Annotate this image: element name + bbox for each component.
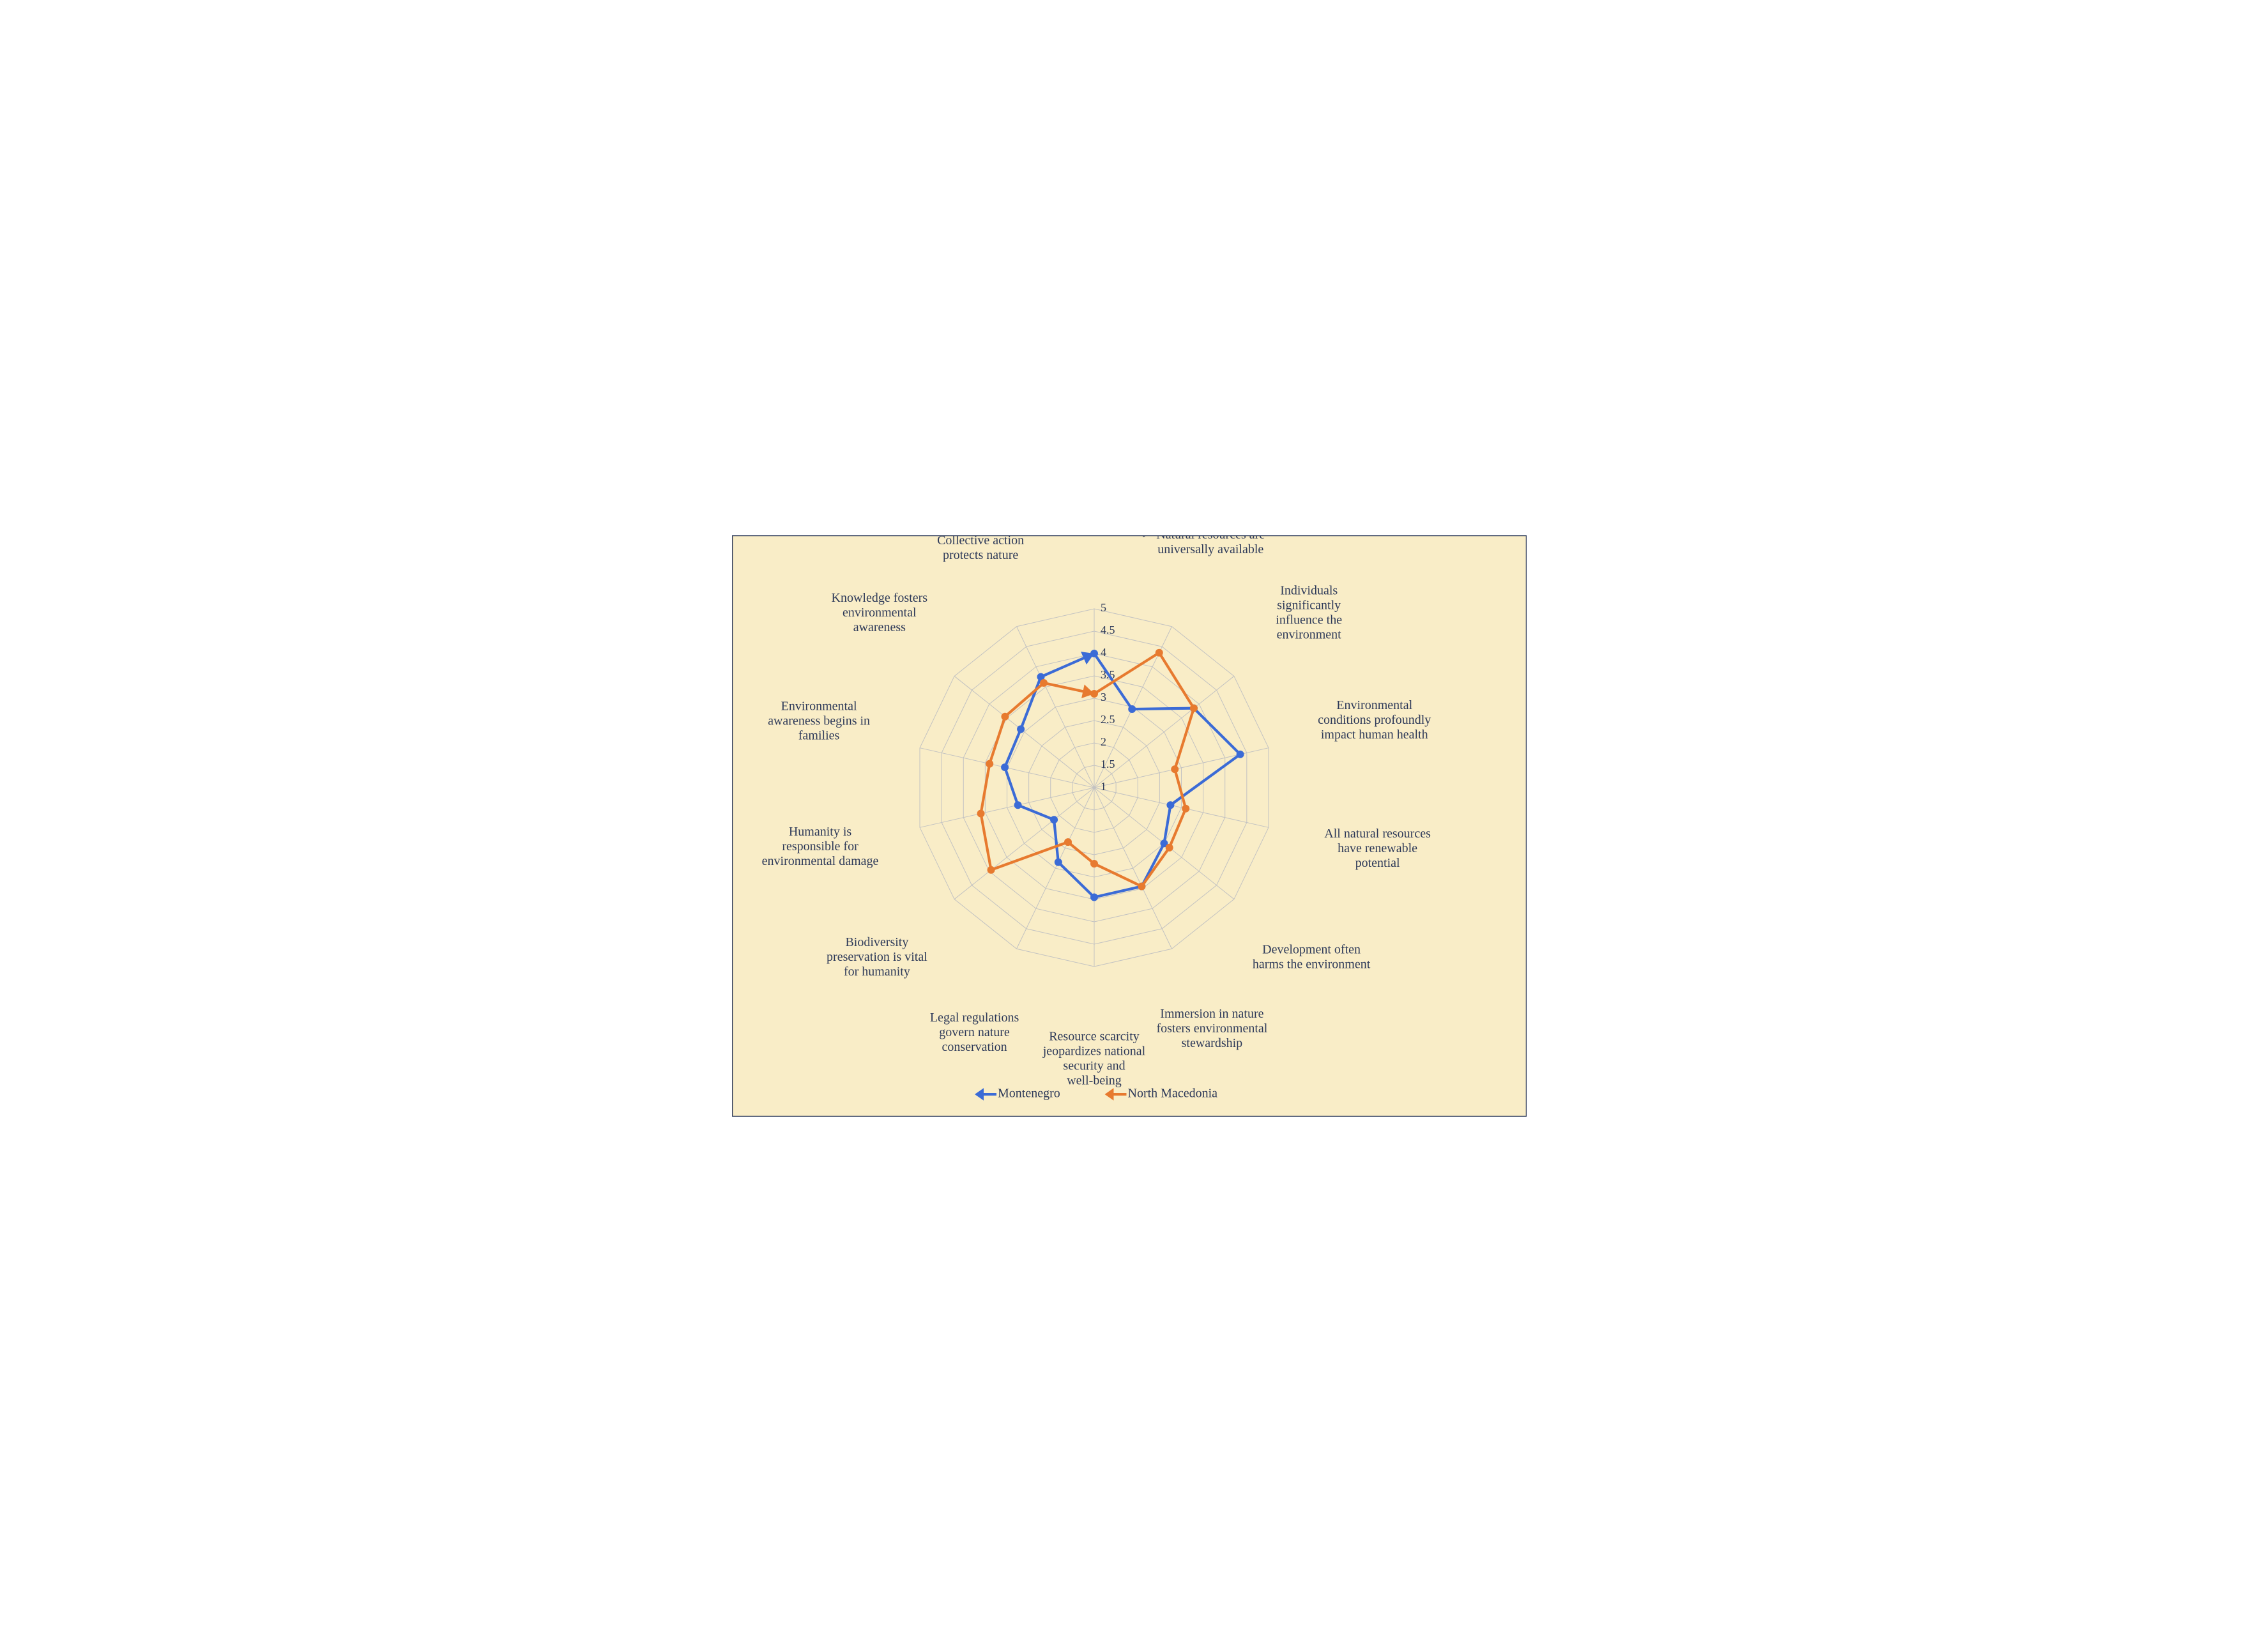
series-marker-1 [1001,713,1009,721]
series-marker-1 [1182,805,1189,813]
series-marker-1 [1064,838,1071,846]
series-marker-0 [1014,801,1021,809]
series-marker-0 [1166,801,1174,809]
series-marker-1 [1040,679,1048,687]
legend-label-1: North Macedonia [1127,1087,1217,1101]
series-marker-1 [1189,705,1197,712]
radar-chart: 11.522.533.544.55Humanity's survivalhing… [732,535,1527,1117]
series-marker-0 [1128,705,1136,713]
radial-tick-label: 3 [1101,691,1106,703]
radial-tick-label: 4 [1101,646,1106,659]
axis-label: Natural resources areuniversally availab… [1156,535,1265,556]
axis-label: Humanity's survivalhinges on naturalreso… [1039,535,1149,537]
axis-label: Development oftenharms the environment [1252,943,1370,972]
series-marker-1 [1090,860,1098,868]
radial-tick-label: 1.5 [1101,758,1115,770]
series-marker-1 [1155,649,1163,657]
axis-label: Collective actionprotects nature [937,535,1024,562]
series-marker-0 [1090,894,1098,901]
series-marker-0 [1054,859,1062,866]
radial-tick-label: 1 [1101,780,1106,793]
series-marker-1 [977,809,984,817]
series-marker-0 [1050,816,1058,823]
radial-tick-label: 2 [1101,735,1106,748]
radial-tick-label: 5 [1101,601,1106,614]
series-marker-0 [1236,751,1244,758]
axis-label: Individualssignificantlyinfluence theenv… [1276,583,1342,641]
series-marker-1 [1171,765,1179,773]
series-marker-1 [986,760,993,768]
radial-tick-label: 2.5 [1101,713,1115,726]
radial-tick-label: 4.5 [1101,623,1115,636]
axis-label: Legal regulationsgovern natureconservati… [929,1011,1019,1054]
series-marker-1 [1165,844,1173,852]
series-marker-1 [987,866,995,874]
series-marker-1 [1138,883,1145,891]
legend-label-0: Montenegro [998,1087,1060,1101]
series-marker-0 [1001,763,1009,771]
series-marker-0 [1017,725,1025,733]
